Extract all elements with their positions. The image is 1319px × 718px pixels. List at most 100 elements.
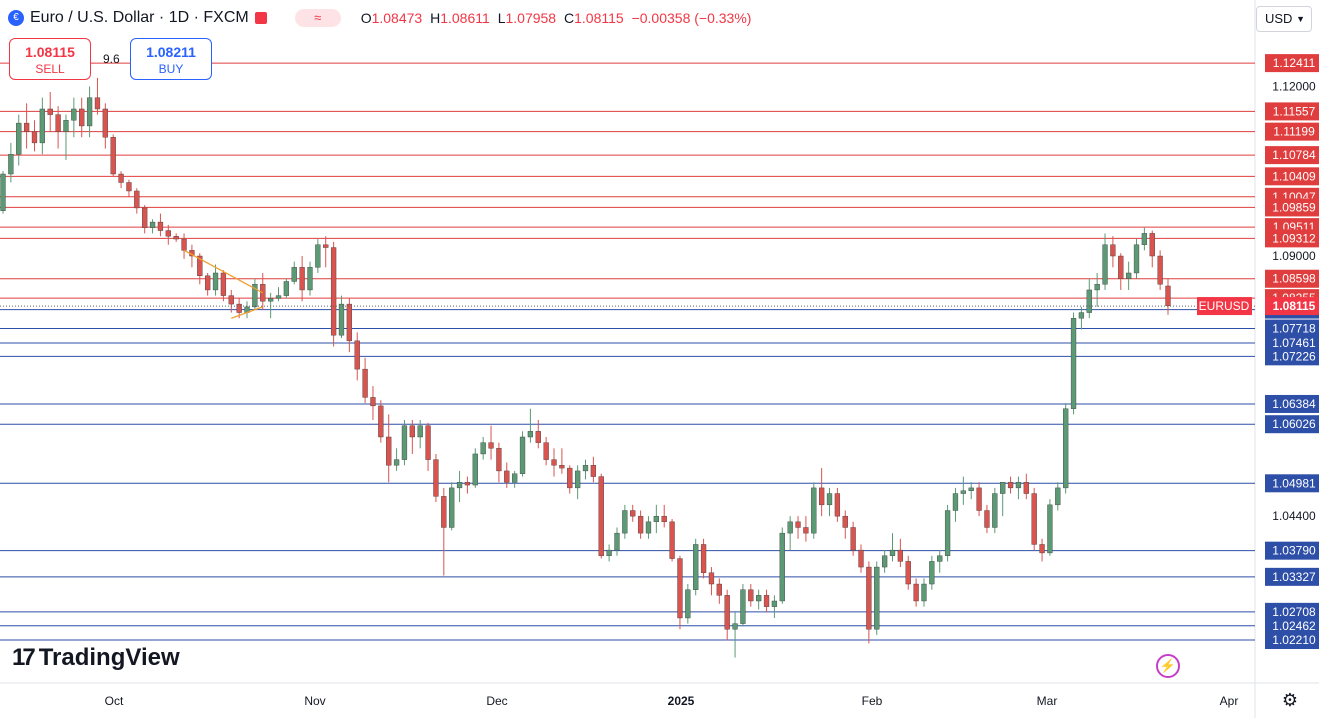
candle-body <box>803 527 809 534</box>
candle-body <box>889 549 896 556</box>
close-value: 1.08115 <box>574 10 624 26</box>
candle-body <box>543 442 549 460</box>
x-tick-label: Mar <box>1037 694 1058 708</box>
candle-body <box>976 487 982 511</box>
sell-label: SELL <box>35 62 65 76</box>
support-level-tag <box>1265 319 1319 338</box>
resistance-level-tag <box>1265 167 1319 186</box>
candle-body <box>205 275 211 291</box>
candle-body <box>47 108 53 115</box>
candle-body <box>850 527 856 551</box>
support-level-tag <box>1265 415 1319 434</box>
candle-body <box>449 487 455 528</box>
y-tick-label: 1.04400 <box>1272 509 1316 523</box>
x-tick-label: Nov <box>304 694 325 708</box>
resistance-level-label: 1.10409 <box>1272 169 1316 183</box>
symbol-tag-label: EURUSD <box>1199 299 1250 313</box>
support-level-tag <box>1265 631 1319 650</box>
candle-body <box>1039 544 1045 554</box>
candle-body <box>913 583 919 602</box>
sell-button[interactable]: 1.08115 SELL <box>9 38 91 80</box>
candle-body <box>740 589 746 624</box>
support-level-tag <box>1265 347 1319 366</box>
tradingview-logo[interactable]: 17 TradingView <box>12 644 180 672</box>
candle-body <box>582 465 589 472</box>
candle-body <box>472 453 478 486</box>
candle-body <box>55 114 61 132</box>
candle-body <box>905 561 911 585</box>
candle-body <box>157 221 164 231</box>
buy-price: 1.08211 <box>146 44 196 60</box>
resistance-level-label: 1.12411 <box>1273 56 1316 70</box>
candle-body <box>173 236 179 240</box>
resistance-level-tag <box>1265 198 1319 217</box>
buy-label: BUY <box>158 62 184 76</box>
candle-body <box>23 122 30 132</box>
candle-body <box>527 431 534 438</box>
y-tick-label: 1.12000 <box>1272 79 1316 93</box>
candle-body <box>685 589 691 619</box>
candle-body <box>323 244 329 248</box>
symbol-tag <box>1197 297 1252 316</box>
currency-value: USD <box>1265 11 1293 26</box>
gear-icon[interactable]: ⚙ <box>1281 690 1299 710</box>
support-level-label: 1.02462 <box>1272 619 1316 633</box>
chart-header: € Euro / U.S. Dollar · 1D · FXCM ≈ O1.08… <box>8 8 755 28</box>
ohlc-values: O1.08473 H1.08611 L1.07958 C1.08115 −0.0… <box>361 10 756 26</box>
lightning-icon[interactable]: ⚡ <box>1156 654 1180 678</box>
candle-body <box>716 583 722 596</box>
currency-select[interactable]: USD ▼ <box>1256 6 1312 32</box>
candle-body <box>39 108 45 144</box>
candle-body <box>338 303 345 336</box>
support-level-label: 1.02210 <box>1272 633 1316 647</box>
candle-body <box>1063 408 1069 489</box>
candle-body <box>126 182 132 192</box>
symbol-title[interactable]: Euro / U.S. Dollar · 1D · FXCM <box>30 9 249 26</box>
candle-body <box>181 238 187 251</box>
buy-button[interactable]: 1.08211 BUY <box>130 38 212 80</box>
candle-body <box>834 493 841 517</box>
candle-body <box>866 566 872 630</box>
candle-body <box>614 532 620 551</box>
candle-body <box>1133 244 1140 274</box>
candle-body <box>944 510 951 556</box>
candle-body <box>567 467 573 489</box>
high-value: 1.08611 <box>440 10 490 26</box>
candle-body <box>86 97 93 127</box>
equals-icon[interactable]: ≈ <box>294 9 341 27</box>
support-level-tag <box>1265 394 1319 413</box>
candle-body <box>598 476 604 556</box>
candle-body <box>858 549 864 568</box>
candle-body <box>921 583 927 602</box>
candle-body <box>645 521 652 534</box>
market-closed-icon[interactable] <box>254 12 267 24</box>
resistance-level-label: 1.10784 <box>1272 148 1316 162</box>
candle-body <box>1102 244 1108 285</box>
candle-body <box>677 558 683 619</box>
candle-body <box>488 442 494 449</box>
candle-body <box>819 487 825 506</box>
candle-body <box>606 549 612 556</box>
candle-body <box>984 510 990 528</box>
logo-text: TradingView <box>38 644 180 671</box>
support-level-label: 1.06026 <box>1272 417 1316 431</box>
candle-body <box>197 255 203 277</box>
candle-body <box>267 298 274 302</box>
candle-body <box>960 490 966 494</box>
candle-body <box>79 108 85 127</box>
candle-body <box>370 397 376 407</box>
tv-mark-icon: 17 <box>12 644 36 671</box>
triangle-upper-line <box>183 249 264 294</box>
resistance-level-tag <box>1265 269 1319 288</box>
resistance-level-label: 1.11199 <box>1273 125 1315 139</box>
candle-body <box>732 623 738 630</box>
candle-body <box>236 303 242 313</box>
candle-body <box>1007 482 1014 489</box>
candle-body <box>724 595 730 630</box>
euro-flag-icon: € <box>8 10 24 26</box>
candle-body <box>480 442 486 455</box>
candle-body <box>252 284 258 308</box>
candle-body <box>1055 487 1061 506</box>
